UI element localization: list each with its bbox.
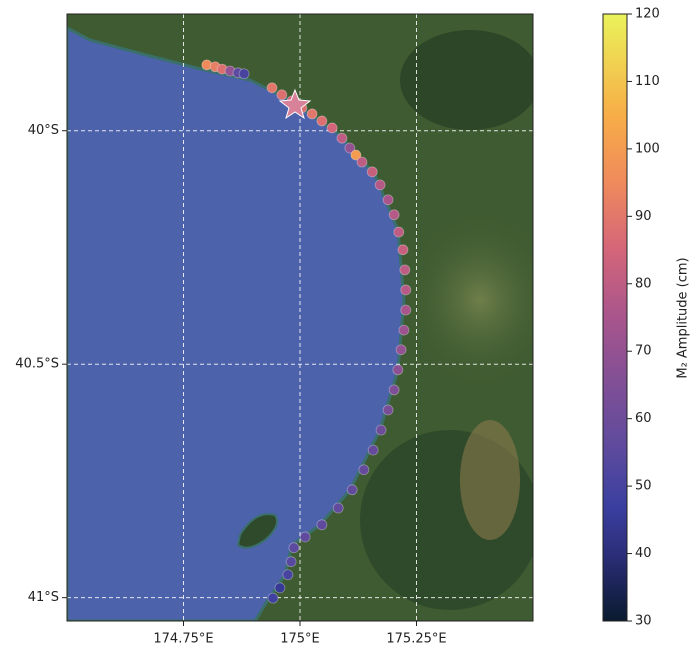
y-tick-label: 40°S (28, 123, 59, 138)
land-shade (460, 420, 520, 540)
data-point (392, 364, 404, 376)
grid (67, 14, 533, 621)
data-point (374, 179, 386, 191)
data-point (238, 68, 250, 80)
data-point (375, 424, 387, 436)
data-point (282, 569, 294, 581)
data-point (398, 324, 410, 336)
data-point (382, 194, 394, 206)
colorbar-tick-label: 50 (635, 479, 652, 494)
x-tick-label: 174.75°E (153, 632, 213, 647)
colorbar-tick-label: 100 (635, 141, 660, 156)
data-point (316, 519, 328, 531)
colorbar-tick-label: 40 (635, 546, 652, 561)
data-point (346, 484, 358, 496)
data-point (344, 142, 356, 154)
y-tick-label: 40.5°S (15, 357, 59, 372)
colorbar-tick-label: 70 (635, 344, 652, 359)
data-point (367, 444, 379, 456)
colorbar-tick-label: 80 (635, 276, 652, 291)
data-point (267, 592, 279, 604)
data-point (358, 464, 370, 476)
data-point (382, 404, 394, 416)
data-point (336, 132, 348, 144)
data-point (400, 304, 412, 316)
data-point (388, 209, 400, 221)
colorbar-tick-label: 30 (635, 614, 652, 629)
colorbar-tick-label: 120 (635, 7, 660, 22)
land-shade (400, 30, 533, 130)
colorbar-tick-label: 110 (635, 74, 660, 89)
data-point (299, 531, 311, 543)
data-point (306, 108, 318, 120)
land-shade (400, 210, 533, 390)
site-star (278, 88, 312, 120)
data-point (397, 244, 409, 256)
data-point (395, 344, 407, 356)
colorbar-tick-label: 60 (635, 411, 652, 426)
data-point (399, 264, 411, 276)
data-point (316, 115, 328, 127)
data-point (274, 582, 286, 594)
data-point (388, 384, 400, 396)
colorbar (602, 13, 628, 622)
y-tick-label: 41°S (28, 590, 59, 605)
colorbar-label: M₂ Amplitude (cm) (676, 257, 691, 378)
basemap (67, 14, 533, 621)
x-tick-label: 175.25°E (386, 632, 446, 647)
colorbar-tick-label: 90 (635, 209, 652, 224)
data-point (400, 284, 412, 296)
data-point (356, 156, 368, 168)
data-point (350, 149, 362, 161)
data-point (326, 122, 338, 134)
data-point (266, 82, 278, 94)
data-point (276, 89, 288, 101)
data-point (332, 502, 344, 514)
island (236, 513, 278, 549)
data-point (288, 542, 300, 554)
data-point (285, 556, 297, 568)
points (201, 59, 412, 604)
data-point (393, 226, 405, 238)
x-tick-label: 175°E (280, 632, 320, 647)
data-point (366, 166, 378, 178)
